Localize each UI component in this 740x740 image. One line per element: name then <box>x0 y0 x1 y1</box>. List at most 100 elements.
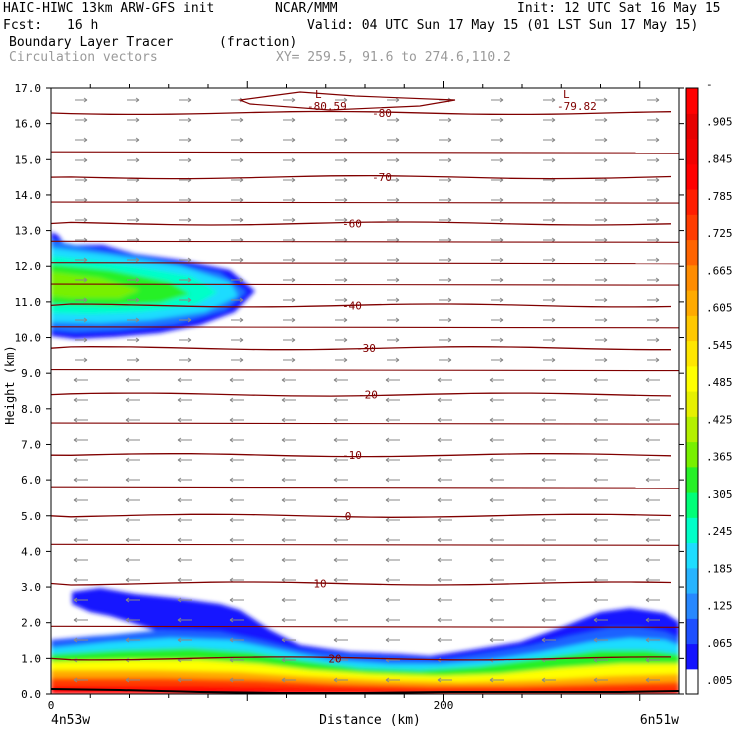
wind-vector-head <box>239 217 244 223</box>
wind-vector-head <box>177 497 182 503</box>
y-tick-label: 7.0 <box>21 438 41 451</box>
wind-vector-head <box>437 557 442 563</box>
wind-vector-head <box>385 577 390 583</box>
y-tick-label: 16.0 <box>15 118 42 131</box>
wind-vector-head <box>437 577 442 583</box>
wind-vector-head <box>291 157 296 163</box>
wind-vector-head <box>229 397 234 403</box>
wind-vector-head <box>177 677 182 683</box>
wind-vector-head <box>551 357 556 363</box>
colorbar-label: .185 <box>706 562 733 575</box>
wind-vector-head <box>125 677 130 683</box>
wind-vector-head <box>603 317 608 323</box>
forecast-label: Fcst: <box>3 18 43 33</box>
wind-vector-head <box>385 517 390 523</box>
wind-vector-head <box>593 517 598 523</box>
cross-section-coords: XY= 259.5, 91.6 to 274.6,110.2 <box>276 50 511 65</box>
wind-vector-head <box>125 397 130 403</box>
wind-vector-head <box>645 537 650 543</box>
wind-vector-head <box>499 197 504 203</box>
wind-vector-head <box>239 137 244 143</box>
wind-vector-head <box>655 277 660 283</box>
x-axis-title: Distance (km) <box>319 713 421 728</box>
wind-vector-head <box>437 397 442 403</box>
wind-vector-head <box>229 497 234 503</box>
colorbar-swatch <box>686 391 698 417</box>
colorbar: .005 .065 .125 .185 .245 .305 .365 .425 .485 .545… <box>685 78 733 695</box>
wind-vector-head <box>187 217 192 223</box>
wind-vector-head <box>385 457 390 463</box>
wind-vector-head <box>385 477 390 483</box>
wind-vector-head <box>593 397 598 403</box>
wind-vector-head <box>239 157 244 163</box>
wind-vector-head <box>125 517 130 523</box>
wind-vector-head <box>333 477 338 483</box>
wind-vector-head <box>281 377 286 383</box>
wind-vector-head <box>437 497 442 503</box>
wind-vector-head <box>73 677 78 683</box>
wind-vector-head <box>489 497 494 503</box>
wind-vector-head <box>281 497 286 503</box>
wind-vector-head <box>447 317 452 323</box>
wind-vector-head <box>281 617 286 623</box>
wind-vector-head <box>603 157 608 163</box>
isotherm-line <box>51 221 672 226</box>
wind-vector-head <box>291 277 296 283</box>
isotherm-label: -20 <box>358 389 378 402</box>
wind-vector-head <box>541 497 546 503</box>
wind-vector-head <box>281 477 286 483</box>
wind-vector-head <box>177 617 182 623</box>
wind-vector-head <box>187 97 192 103</box>
wind-vector-head <box>385 537 390 543</box>
isotherm-label: -60 <box>342 217 362 230</box>
wind-vector-head <box>239 357 244 363</box>
colorbar-swatch <box>686 290 698 316</box>
wind-vector-head <box>447 257 452 263</box>
wind-vector-head <box>447 277 452 283</box>
wind-vector-head <box>437 617 442 623</box>
wind-vector-head <box>447 157 452 163</box>
wind-vector-head <box>395 277 400 283</box>
wind-vector-head <box>229 457 234 463</box>
wind-vector-head <box>333 637 338 643</box>
contour-line <box>51 201 679 204</box>
wind-vector-head <box>437 417 442 423</box>
y-tick-label: 11.0 <box>15 296 42 309</box>
wind-vector-head <box>489 457 494 463</box>
wind-vector-head <box>333 497 338 503</box>
isotherm-line <box>51 581 672 586</box>
wind-vector-head <box>541 517 546 523</box>
wind-vector-head <box>385 557 390 563</box>
wind-vector-head <box>541 637 546 643</box>
organization: NCAR/MMM <box>275 1 338 16</box>
wind-vector-head <box>551 97 556 103</box>
colorbar-swatch <box>686 517 698 544</box>
wind-vector-head <box>135 257 140 263</box>
colorbar-label: .845 <box>706 153 733 166</box>
wind-vector-head <box>73 437 78 443</box>
wind-vector-head <box>83 357 88 363</box>
wind-vector-head <box>291 137 296 143</box>
y-tick-label: 1.0 <box>21 652 41 665</box>
isotherm-line <box>51 346 671 351</box>
wind-vector-head <box>541 377 546 383</box>
wind-vector-head <box>135 137 140 143</box>
y-tick-label: 12.0 <box>15 260 42 273</box>
colorbar-swatch <box>686 416 698 443</box>
wind-vector-head <box>489 517 494 523</box>
wind-vector-head <box>229 437 234 443</box>
wind-vector-head <box>343 177 348 183</box>
wind-vector-head <box>499 137 504 143</box>
wind-vector-head <box>281 537 286 543</box>
wind-vector-head <box>593 537 598 543</box>
valid-time: Valid: 04 UTC Sun 17 May 15 (01 LST Sun … <box>307 18 699 33</box>
wind-vector-head <box>177 377 182 383</box>
wind-vector-head <box>187 197 192 203</box>
wind-vector-head <box>229 417 234 423</box>
wind-vector-head <box>125 597 130 603</box>
wind-vector-head <box>291 217 296 223</box>
colorbar-label: .425 <box>706 413 733 426</box>
forecast-hour: 16 h <box>67 18 99 33</box>
wind-vector-head <box>395 357 400 363</box>
wind-vector-head <box>447 337 452 343</box>
